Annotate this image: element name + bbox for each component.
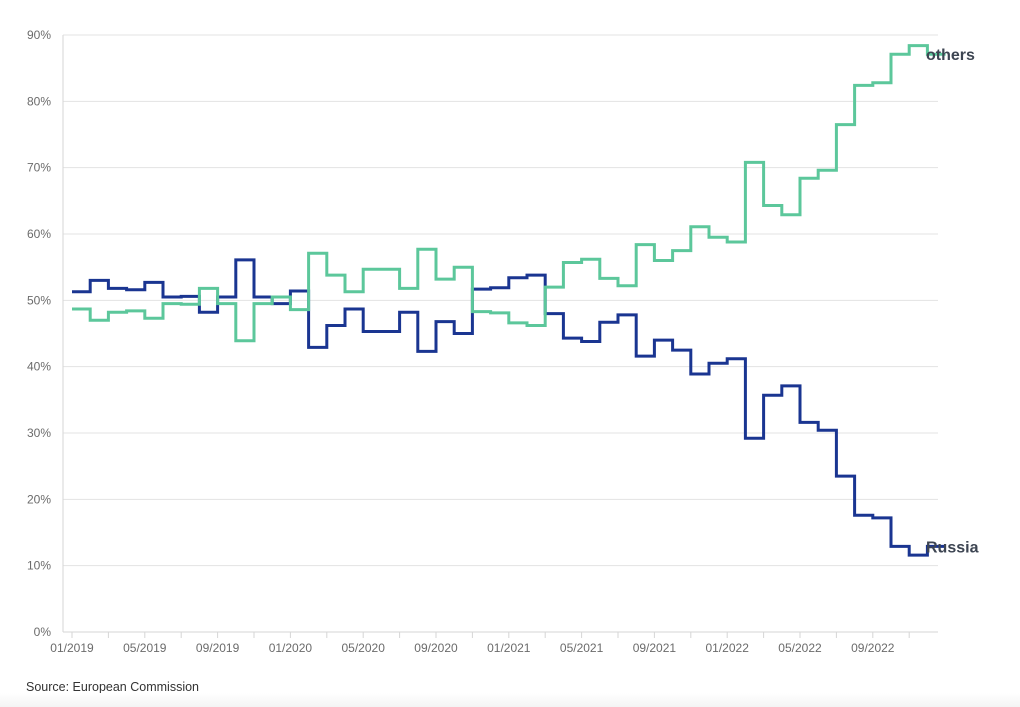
x-tick-label: 05/2022 bbox=[778, 641, 822, 655]
x-tick-label: 05/2020 bbox=[342, 641, 386, 655]
x-tick-label: 01/2021 bbox=[487, 641, 531, 655]
bottom-fade bbox=[0, 693, 1020, 707]
x-axis: 01/2019 05/2019 09/2019 01/2020 05/2020 09/20… bbox=[50, 35, 938, 655]
y-tick-label: 70% bbox=[27, 161, 51, 175]
x-tick-label: 01/2020 bbox=[269, 641, 313, 655]
y-tick-label: 40% bbox=[27, 360, 51, 374]
gridlines bbox=[63, 34, 938, 567]
series-line-russia bbox=[72, 258, 946, 557]
y-tick-label: 30% bbox=[27, 426, 51, 440]
series-labels: Russia others bbox=[926, 47, 979, 556]
y-axis-tick-labels: 0% 10% 20% 30% 40% 50% 60% 70% 80% 90% bbox=[27, 28, 51, 639]
y-tick-label: 20% bbox=[27, 492, 51, 506]
x-tick-label: 05/2021 bbox=[560, 641, 604, 655]
y-tick-label: 50% bbox=[27, 293, 51, 307]
x-tick-label: 09/2019 bbox=[196, 641, 240, 655]
series-label-others: others bbox=[926, 47, 975, 64]
y-tick-label: 60% bbox=[27, 227, 51, 241]
series-label-russia: Russia bbox=[926, 539, 979, 556]
x-tick-label: 01/2019 bbox=[50, 641, 94, 655]
x-tick-label: 09/2022 bbox=[851, 641, 895, 655]
x-tick-label: 09/2020 bbox=[414, 641, 458, 655]
source-note: Source: European Commission bbox=[26, 680, 199, 694]
x-tick-label: 09/2021 bbox=[633, 641, 677, 655]
series-lines bbox=[72, 44, 946, 557]
y-tick-label: 10% bbox=[27, 559, 51, 573]
x-tick-label: 05/2019 bbox=[123, 641, 167, 655]
series-line-others bbox=[72, 44, 946, 343]
y-tick-label: 0% bbox=[34, 625, 52, 639]
x-tick-label: 01/2022 bbox=[706, 641, 750, 655]
y-tick-label: 90% bbox=[27, 28, 51, 42]
y-tick-label: 80% bbox=[27, 94, 51, 108]
